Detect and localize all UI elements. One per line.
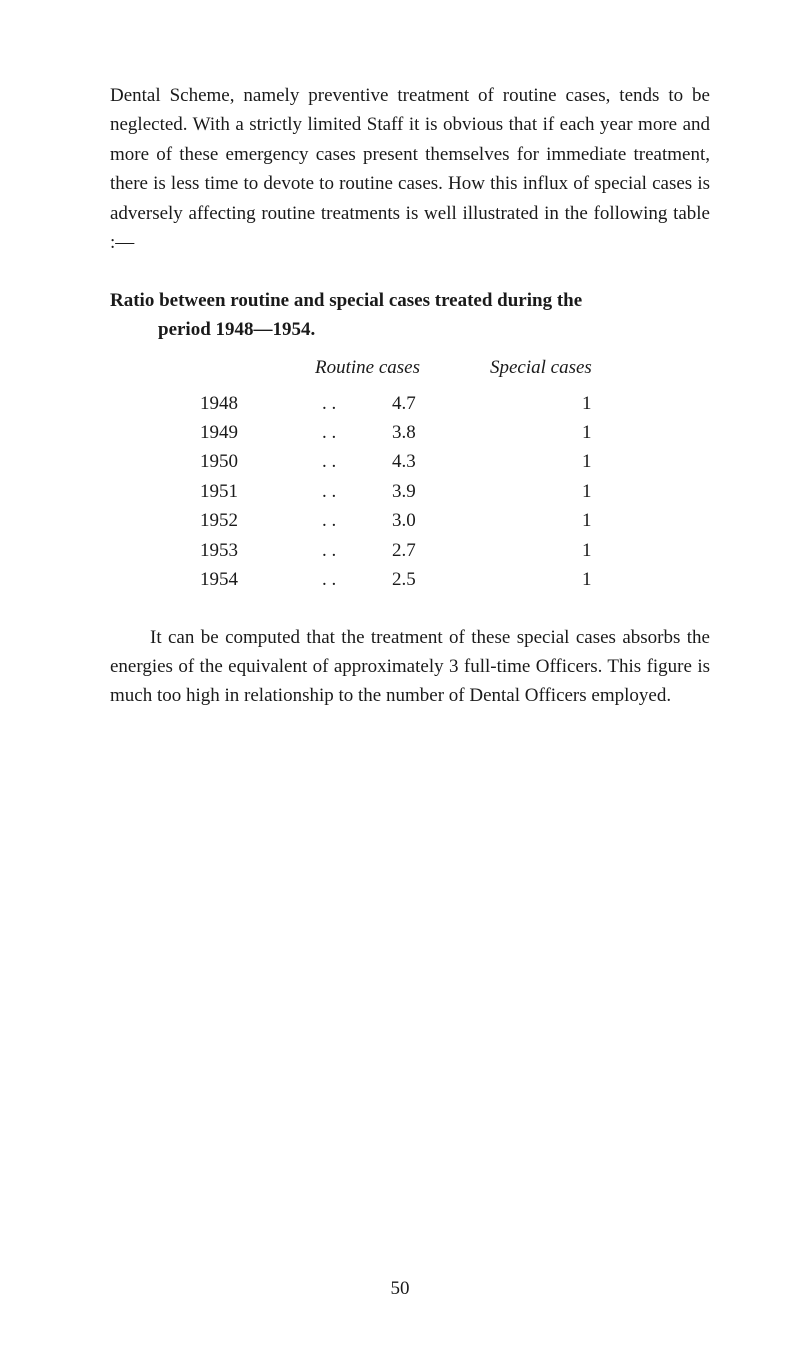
routine-cell: 3.9: [362, 477, 528, 506]
year-cell: 1949: [110, 418, 322, 447]
special-cell: 1: [528, 447, 682, 476]
year-cell: 1952: [110, 506, 322, 535]
special-cell: 1: [528, 389, 682, 418]
routine-cell: 2.5: [362, 565, 528, 594]
table-heading: Ratio between routine and special cases …: [110, 286, 710, 345]
special-cell: 1: [528, 506, 682, 535]
routine-cell: 2.7: [362, 536, 528, 565]
year-cell: 1951: [110, 477, 322, 506]
document-page: Dental Scheme, namely preventive treatme…: [0, 0, 800, 770]
table-row: 1948 . . 4.7 1: [110, 389, 710, 418]
table-header-spacer: [110, 357, 315, 379]
closing-paragraph: It can be computed that the treatment of…: [110, 623, 710, 711]
special-cell: 1: [528, 418, 682, 447]
special-cell: 1: [528, 536, 682, 565]
table-header-routine: Routine cases: [315, 357, 490, 379]
year-cell: 1953: [110, 536, 322, 565]
dots-cell: . .: [322, 418, 362, 447]
table-row: 1952 . . 3.0 1: [110, 506, 710, 535]
heading-line1: Ratio between routine and special cases …: [110, 290, 582, 311]
dots-cell: . .: [322, 389, 362, 418]
data-table: 1948 . . 4.7 1 1949 . . 3.8 1 1950 . . 4…: [110, 389, 710, 595]
year-cell: 1954: [110, 565, 322, 594]
dots-cell: . .: [322, 536, 362, 565]
table-row: 1953 . . 2.7 1: [110, 536, 710, 565]
intro-paragraph: Dental Scheme, namely preventive treatme…: [110, 81, 710, 258]
routine-cell: 4.7: [362, 389, 528, 418]
table-header-special: Special cases: [490, 357, 650, 379]
dots-cell: . .: [322, 477, 362, 506]
table-header-row: Routine cases Special cases: [110, 357, 710, 379]
heading-line2: period 1948—1954.: [110, 319, 315, 340]
table-row: 1949 . . 3.8 1: [110, 418, 710, 447]
table-row: 1950 . . 4.3 1: [110, 447, 710, 476]
table-row: 1954 . . 2.5 1: [110, 565, 710, 594]
dots-cell: . .: [322, 447, 362, 476]
special-cell: 1: [528, 477, 682, 506]
special-cell: 1: [528, 565, 682, 594]
routine-cell: 3.0: [362, 506, 528, 535]
year-cell: 1948: [110, 389, 322, 418]
table-row: 1951 . . 3.9 1: [110, 477, 710, 506]
routine-cell: 3.8: [362, 418, 528, 447]
dots-cell: . .: [322, 565, 362, 594]
routine-cell: 4.3: [362, 447, 528, 476]
dots-cell: . .: [322, 506, 362, 535]
year-cell: 1950: [110, 447, 322, 476]
page-number: 50: [0, 1278, 800, 1300]
